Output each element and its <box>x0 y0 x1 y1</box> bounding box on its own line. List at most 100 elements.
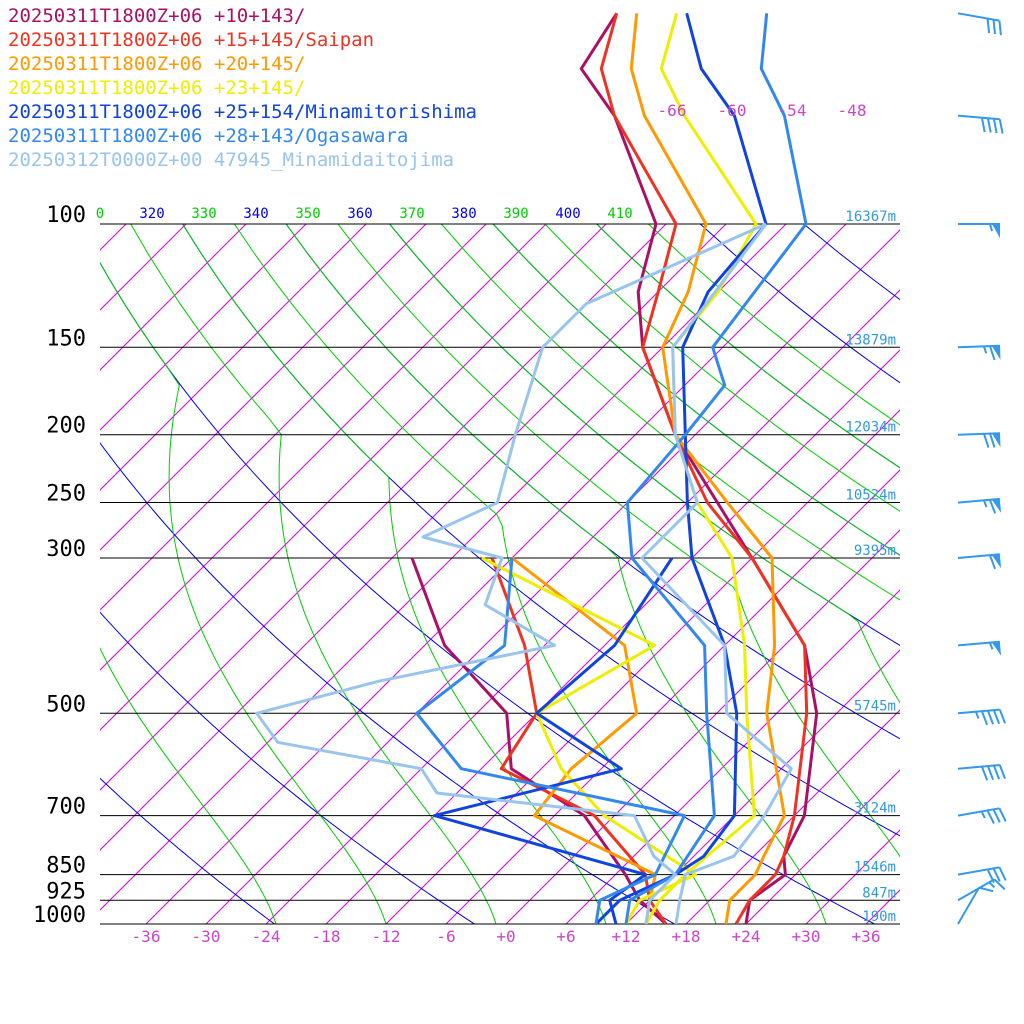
pressure-label: 250 <box>46 482 86 507</box>
theta-label: 320 <box>139 206 164 222</box>
isotherm-line <box>0 69 41 924</box>
wind-barb <box>957 114 1004 134</box>
height-label: 10524m <box>845 488 896 504</box>
dewpoint-profile-line <box>432 557 674 924</box>
temperature-tick-label: -6 <box>436 927 455 946</box>
temperature-tick-label: +24 <box>732 927 761 946</box>
height-label: 1546m <box>854 860 896 876</box>
theta-label: 350 <box>295 206 320 222</box>
temperature-tick-label: -18 <box>312 927 341 946</box>
theta-e-line <box>182 224 607 924</box>
temperature-profile-line <box>629 13 786 924</box>
isotherm-line <box>926 69 1024 924</box>
pressure-label: 150 <box>46 326 86 351</box>
theta-e-line <box>285 224 827 924</box>
legend-entry: 20250311T1800Z+06 +23+145/ <box>8 77 306 99</box>
wind-barb <box>957 497 1002 514</box>
pressure-label: 850 <box>46 854 86 879</box>
dry-adiabat-line <box>182 224 900 837</box>
theta-e-line <box>130 224 497 924</box>
temperature-tick-label: -30 <box>192 927 221 946</box>
wind-barb <box>957 807 1007 824</box>
wind-barb <box>957 866 1007 883</box>
dry-adiabat-line <box>100 261 875 924</box>
wind-barb <box>957 708 1006 726</box>
temperature-profile-line <box>640 223 793 924</box>
theta-e-line <box>388 224 900 704</box>
height-label: 13879m <box>845 332 896 348</box>
dry-adiabat-line <box>100 442 675 924</box>
dewpoint-profile-line <box>415 557 686 924</box>
theta-e-lines <box>100 224 900 924</box>
wind-barb <box>958 223 1000 238</box>
theta-label: 360 <box>347 206 372 222</box>
isotherm-line <box>265 289 900 924</box>
temperature-profile-line <box>624 13 808 924</box>
isotherm-line <box>100 224 607 731</box>
wind-barb <box>957 878 1006 902</box>
isotherm-line <box>205 229 900 924</box>
legend-entry: 20250312T0000Z+00 47945_Minamidaitojima <box>8 149 455 171</box>
height-label: 9395m <box>854 543 896 559</box>
legend-entry: 20250311T1800Z+06 +20+145/ <box>8 53 306 75</box>
theta-e-line <box>100 647 277 924</box>
isotherm-line <box>505 529 900 924</box>
temperature-profile-line <box>594 12 768 924</box>
legend-entry: 20250311T1800Z+06 +15+145/Saipan <box>8 29 375 51</box>
isotherm-line <box>100 224 667 791</box>
upper-temperature-label: -60 <box>718 101 747 120</box>
temperature-tick-label: +36 <box>852 927 881 946</box>
temperature-tick-label: -12 <box>372 927 401 946</box>
isotherm-line <box>625 649 900 924</box>
theta-label: 410 <box>607 206 632 222</box>
theta-label: 380 <box>451 206 476 222</box>
wind-barb <box>957 12 1002 36</box>
theta-label: 0 <box>96 206 104 222</box>
upper-temperature-label: -54 <box>778 101 807 120</box>
theta-label: 390 <box>503 206 528 222</box>
theta-e-line <box>492 224 900 556</box>
theta-label: 400 <box>555 206 580 222</box>
isotherm-line <box>0 69 221 924</box>
temperature-tick-labels: -36 -30 -24 -18 -12 -6 +0 +6 +12 +18 +24 +30 +36 -66 -… <box>96 101 881 946</box>
theta-label: 340 <box>243 206 268 222</box>
temperature-tick-label: +18 <box>672 927 701 946</box>
pressure-label: 925 <box>46 879 86 904</box>
upper-temperature-label: -48 <box>838 101 867 120</box>
temperature-tick-label: +6 <box>556 927 575 946</box>
temperature-tick-label: -36 <box>132 927 161 946</box>
pressure-label: 700 <box>46 795 86 820</box>
wind-barb <box>957 764 1006 781</box>
isotherm-line <box>685 709 900 924</box>
theta-e-line <box>440 224 900 601</box>
theta-e-line <box>100 261 387 924</box>
height-label: 12034m <box>845 420 896 436</box>
legend-entry: 20250311T1800Z+06 +10+143/ <box>8 5 306 27</box>
wind-barb <box>957 640 1002 656</box>
theta-label: 330 <box>191 206 216 222</box>
dewpoint-profile-line <box>481 556 697 924</box>
isotherm-line <box>100 224 727 851</box>
legend-entry: 20250311T1800Z+06 +28+143/Ogasawara <box>8 125 409 147</box>
theta-e-line <box>233 224 717 924</box>
wind-barb <box>957 432 1001 448</box>
height-label: 16367m <box>845 209 896 225</box>
theta-label: 370 <box>399 206 424 222</box>
theta-e-line <box>544 224 900 512</box>
isotherm-line <box>325 349 900 924</box>
pressure-label: 100 <box>46 203 86 228</box>
isotherm-line <box>100 224 427 551</box>
isotherm-line <box>145 224 847 924</box>
temperature-profile-line <box>579 12 819 924</box>
isotherm-line <box>100 224 127 251</box>
dry-adiabat-line <box>100 611 475 924</box>
height-label: 3124m <box>854 801 896 817</box>
dewpoint-profile-line <box>255 222 767 924</box>
legend-entry: 20250311T1800Z+06 +25+154/Minamitorishim… <box>8 101 477 123</box>
dry-adiabat-line <box>100 777 275 924</box>
temperature-tick-label: +30 <box>792 927 821 946</box>
isotherm-line <box>100 224 787 911</box>
profile-lines <box>255 12 819 924</box>
wind-barb <box>957 553 1002 570</box>
